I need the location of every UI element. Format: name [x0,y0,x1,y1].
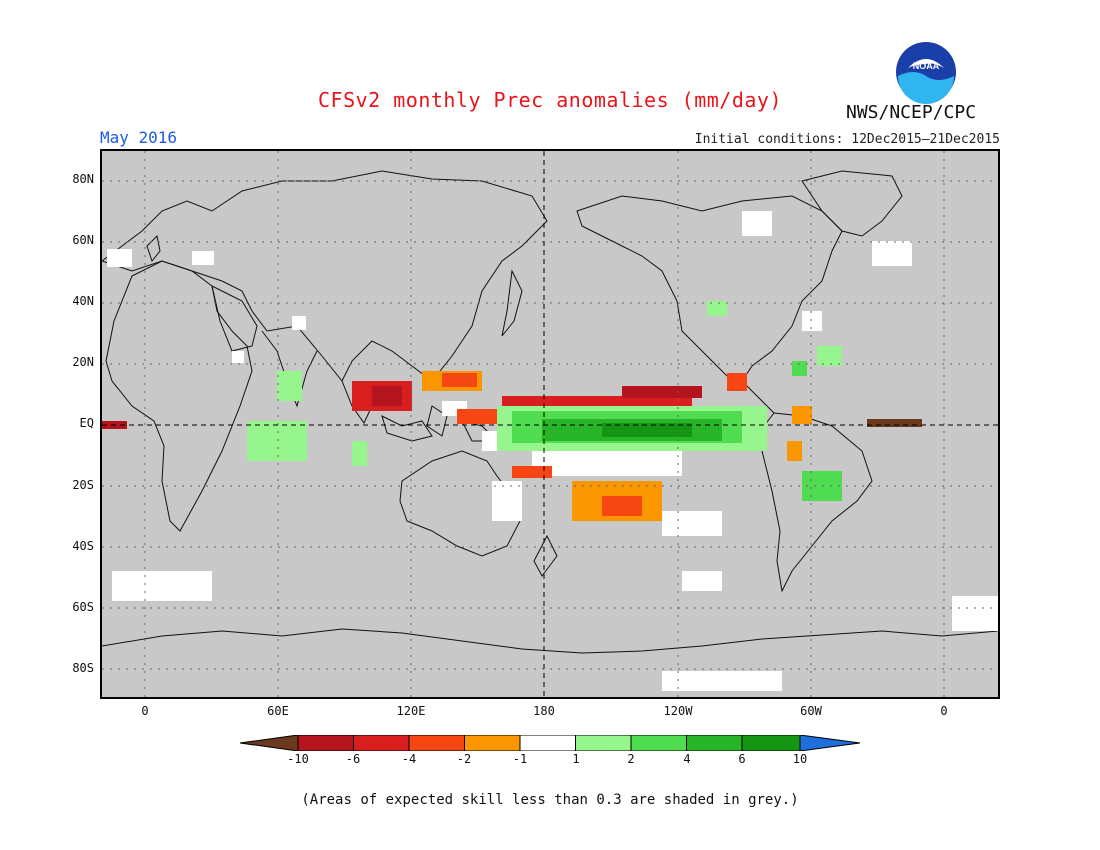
legend-tick: 6 [738,752,746,766]
lon-label-0: 0 [141,704,149,718]
organization-label: NWS/NCEP/CPC [846,102,977,123]
lon-label-180: 180 [533,704,555,718]
legend-tick: 4 [683,752,691,766]
legend-tick: -6 [345,752,361,766]
map-layers [102,151,998,697]
legend-tick: -4 [401,752,417,766]
legend-tick: -2 [456,752,472,766]
lat-label-80s: 80S [72,661,94,675]
legend-tick: -1 [512,752,528,766]
lon-label-120e: 120E [396,704,426,718]
skill-footnote: (Areas of expected skill less than 0.3 a… [301,792,799,808]
precip-anomaly-map [100,149,1000,699]
lat-label-80n: 80N [72,172,94,186]
coastlines [102,170,998,654]
lat-label-40n: 40N [72,294,94,308]
lat-label-40s: 40S [72,539,94,553]
dry-anomaly-patches [102,371,922,521]
initial-conditions: Initial conditions: 12Dec2015–21Dec2015 [694,132,1000,147]
logo-text: NOAA [913,61,940,71]
legend-tick: 10 [792,752,808,766]
legend-tick: -10 [287,752,309,766]
lat-label-eq: EQ [79,416,94,430]
lat-label-60n: 60N [72,233,94,247]
color-scale-legend [240,735,860,751]
lon-label-60w: 60W [800,704,822,718]
legend-tick: 1 [572,752,580,766]
lat-label-20n: 20N [72,355,94,369]
lat-label-20s: 20S [72,478,94,492]
chart-title: CFSv2 monthly Prec anomalies (mm/day) [317,88,783,112]
graticule [102,151,998,697]
lon-label-0-right: 0 [940,704,948,718]
wet-anomaly-patches [247,301,842,501]
lat-label-60s: 60S [72,600,94,614]
forecast-month: May 2016 [100,128,178,147]
noaa-logo-icon: NOAA [896,42,956,104]
lon-label-120w: 120W [663,704,693,718]
lon-label-60e: 60E [267,704,289,718]
reference-lines [102,151,998,697]
legend-tick: 2 [627,752,635,766]
